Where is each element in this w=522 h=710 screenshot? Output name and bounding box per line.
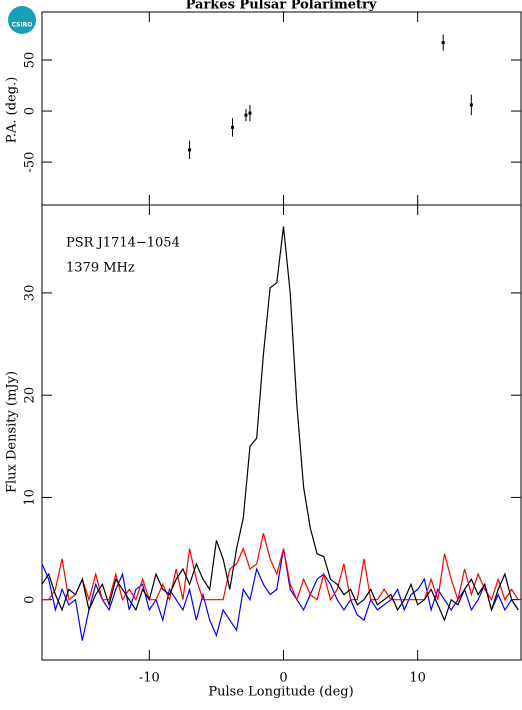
y-tick-label: -50 <box>23 152 38 173</box>
point <box>469 103 473 107</box>
y-axis-label: P.A. (deg.) <box>5 77 20 144</box>
point <box>244 113 248 117</box>
x-tick-label: -10 <box>139 671 160 686</box>
series-line <box>42 533 519 602</box>
chart-title: Parkes Pulsar Polarimetry <box>186 0 377 13</box>
series-line <box>41 226 519 622</box>
point <box>188 148 192 152</box>
y-tick-label: 30 <box>23 285 38 302</box>
x-tick-label: 10 <box>409 671 426 686</box>
y-tick-label: 10 <box>23 489 38 506</box>
y-tick-label: 0 <box>23 107 38 115</box>
logo <box>8 6 36 34</box>
annotation: PSR J1714−1054 <box>66 236 180 251</box>
plot-frame <box>41 204 522 661</box>
y-tick-label: 0 <box>23 596 38 604</box>
point <box>231 125 235 129</box>
x-tick-label: 0 <box>279 671 287 686</box>
y-tick-label: 50 <box>23 52 38 69</box>
point <box>441 41 445 45</box>
logo-text: CSIRO <box>12 22 33 29</box>
y-axis-label: Flux Density (mJy) <box>5 371 20 493</box>
annotation: 1379 MHz <box>66 261 135 276</box>
y-tick-label: 20 <box>23 387 38 404</box>
plot-frame <box>41 11 522 206</box>
point <box>248 111 252 115</box>
x-axis-label: Pulse Longitude (deg) <box>208 685 353 700</box>
